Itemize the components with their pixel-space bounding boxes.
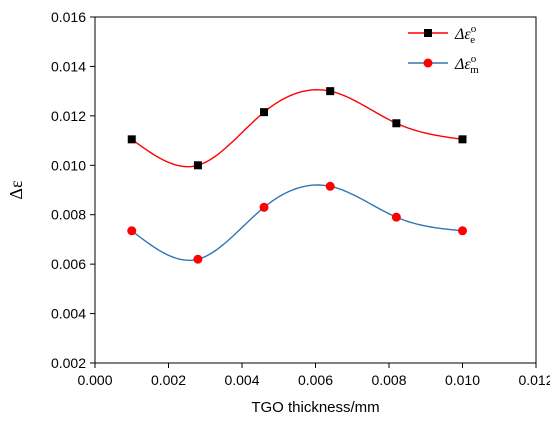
legend: Δεo e Δεo m <box>408 23 479 76</box>
series-1-line <box>131 184 463 261</box>
y-tick-label: 0.006 <box>51 256 86 272</box>
x-tick-label: 0.002 <box>151 372 186 388</box>
series-0-point <box>392 119 401 128</box>
series-1-point <box>193 254 203 264</box>
y-tick-label: 0.008 <box>51 207 86 223</box>
y-tick-label: 0.012 <box>51 108 86 124</box>
y-tick-label: 0.010 <box>51 157 86 173</box>
x-tick-label: 0.010 <box>445 372 480 388</box>
series-1-point <box>127 226 137 236</box>
series-1-point <box>391 212 401 222</box>
series-0-point <box>193 161 202 170</box>
axes-layer <box>90 16 537 368</box>
tick-labels: 0.000 0.002 0.004 0.006 0.008 0.010 0.0120.002… <box>51 9 550 388</box>
series-1-point <box>325 181 335 191</box>
x-tick-label: 0.000 <box>77 372 112 388</box>
legend-marker-0 <box>424 29 432 37</box>
legend-label-0: Δεo e <box>454 23 477 46</box>
x-tick-label: 0.008 <box>371 372 406 388</box>
legend-marker-1 <box>423 58 433 68</box>
y-tick-label: 0.016 <box>51 9 86 25</box>
series-0-point <box>260 108 269 117</box>
series-0-point <box>127 135 136 144</box>
series-0-point <box>458 135 467 144</box>
y-tick-label: 0.014 <box>51 58 86 74</box>
y-axis-title: Δε <box>6 180 26 200</box>
x-tick-label: 0.006 <box>298 372 333 388</box>
legend-label-1: Δεo m <box>454 53 479 76</box>
series-1-point <box>458 226 467 236</box>
x-tick-label: 0.012 <box>518 372 550 388</box>
y-tick-label: 0.002 <box>51 355 86 371</box>
series-0-point <box>326 87 335 96</box>
y-tick-label: 0.004 <box>51 306 86 322</box>
x-axis-title: TGO thickness/mm <box>251 399 379 416</box>
series-layer <box>127 87 467 264</box>
x-tick-label: 0.004 <box>224 372 259 388</box>
series-1-point <box>259 202 269 212</box>
series-0-line <box>131 89 463 168</box>
